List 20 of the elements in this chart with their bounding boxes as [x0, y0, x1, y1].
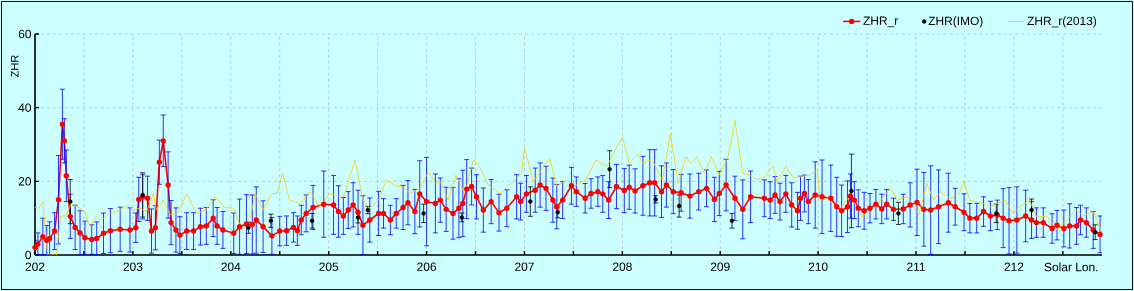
x-tick-label: 202 — [25, 262, 45, 271]
y-tick-label: 40 — [18, 103, 32, 112]
legend-label: ZHR_r — [863, 16, 898, 28]
x-tick-label: 203 — [123, 262, 143, 271]
x-tick-label: 212 — [1004, 262, 1024, 271]
y-axis-title: ZHR — [10, 55, 19, 77]
x-tick-label: 210 — [808, 262, 828, 271]
x-tick-label: 211 — [907, 262, 925, 271]
x-tick-label: 204 — [221, 262, 241, 271]
x-tick-label: 206 — [417, 262, 437, 271]
y-tick-label: 20 — [18, 177, 32, 186]
x-axis-title: Solar Lon. — [1044, 262, 1098, 272]
x-tick-label: 209 — [710, 262, 730, 271]
x-tick-label: 208 — [612, 262, 632, 271]
y-tick-label: 0 — [25, 250, 32, 260]
y-tick-label: 60 — [18, 29, 32, 39]
x-tick-label: 207 — [515, 262, 534, 271]
x-tick-label: 205 — [319, 262, 339, 271]
legend-label: ZHR_r(2013) — [1027, 16, 1097, 28]
legend-label: ZHR(IMO) — [928, 16, 983, 28]
